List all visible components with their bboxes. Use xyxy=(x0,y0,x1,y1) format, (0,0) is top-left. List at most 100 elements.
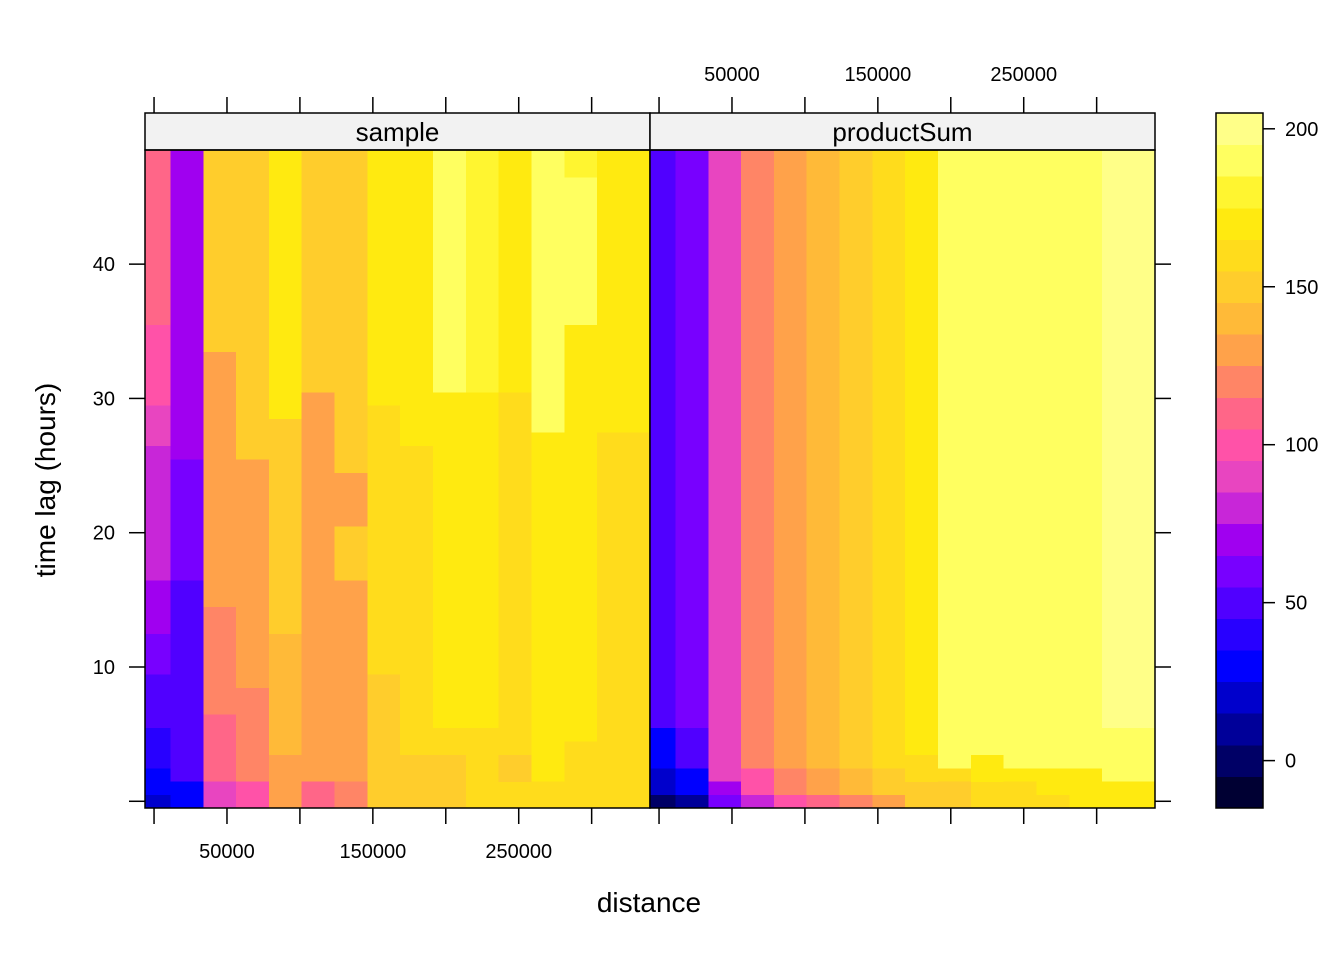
heatmap-cell xyxy=(675,767,709,796)
heatmap-cell xyxy=(301,781,336,809)
heatmap-cell xyxy=(400,445,434,675)
heatmap-cell xyxy=(170,781,204,809)
heatmap-cell xyxy=(334,633,368,782)
heatmap-cell xyxy=(741,794,775,809)
heatmap-cell xyxy=(145,445,172,514)
heatmap-cell xyxy=(236,150,270,460)
heatmap-cell xyxy=(203,150,237,353)
heatmap-cell xyxy=(203,714,237,782)
heatmap-cell xyxy=(334,526,368,581)
color-legend: 0 50 100 150 200 xyxy=(1215,112,1318,809)
heatmap-cell xyxy=(498,391,533,755)
heatmap-cell xyxy=(905,150,939,755)
heatmap-cell xyxy=(1036,767,1070,796)
panels: sample productSum xyxy=(144,112,1156,809)
strip-productSum xyxy=(649,112,1156,151)
heatmap-cell xyxy=(1102,150,1156,729)
strip-sample xyxy=(144,112,651,151)
heatmap-cell xyxy=(268,418,303,635)
heatmap-cell xyxy=(531,781,565,809)
heatmap-cell xyxy=(938,150,972,769)
legend-swatch xyxy=(1216,492,1263,525)
heatmap-cell xyxy=(465,727,500,755)
heatmap-cell xyxy=(675,794,709,809)
heatmap-cell xyxy=(531,432,565,782)
legend-swatch xyxy=(1216,681,1263,714)
heatmap-cell xyxy=(1036,794,1070,809)
heatmap-cell xyxy=(145,579,172,635)
heatmap-cell xyxy=(938,767,972,782)
heatmap-cell xyxy=(170,714,204,782)
heatmap-cell xyxy=(203,781,237,809)
heatmap-cell xyxy=(498,781,533,809)
legend-swatch xyxy=(1216,428,1263,461)
heatmap-cell xyxy=(170,458,204,514)
y-tick-label: 40 xyxy=(93,254,115,276)
heatmap-cell xyxy=(872,150,906,769)
heatmap-cell xyxy=(564,150,598,178)
heatmap-cell xyxy=(465,150,500,393)
heatmap-cell xyxy=(806,794,841,809)
panel-sample: sample xyxy=(144,112,651,809)
legend-tick-label: 50 xyxy=(1285,593,1307,615)
legend-swatch xyxy=(1216,365,1263,398)
legend-tick-label: 0 xyxy=(1285,751,1296,773)
strip-label-sample: sample xyxy=(356,117,440,147)
heatmap-cell xyxy=(400,150,434,447)
x-axis-title: distance xyxy=(597,887,701,918)
heatmap-cell xyxy=(170,150,204,460)
y-tick-label: 30 xyxy=(93,388,115,410)
heatmap-cell xyxy=(564,176,598,326)
heatmap-cell xyxy=(1003,150,1038,769)
heatmap-cell xyxy=(773,794,808,809)
heatmap-cell xyxy=(145,727,172,769)
legend-swatch xyxy=(1216,397,1263,430)
x-tick-label: 150000 xyxy=(339,841,406,863)
heatmap-cell xyxy=(806,150,841,769)
heatmap-cell xyxy=(970,781,1005,809)
legend-swatch xyxy=(1216,744,1263,777)
heatmap-cell xyxy=(839,150,873,769)
heatmap-cell xyxy=(301,633,336,782)
heatmap-cell xyxy=(203,606,237,715)
legend-swatch xyxy=(1216,555,1263,588)
heatmap-cell xyxy=(433,150,467,393)
heatmap-cell xyxy=(400,754,434,809)
legend-border xyxy=(1215,112,1264,809)
x-tick-label: 50000 xyxy=(704,64,760,86)
legend-tick-label: 200 xyxy=(1285,119,1318,141)
heatmap-cell xyxy=(531,150,565,433)
heatmap-cell xyxy=(433,727,467,755)
heatmap-cell xyxy=(597,754,651,782)
heatmap-cell xyxy=(301,150,336,393)
legend-swatch xyxy=(1216,460,1263,493)
heatmap-cell xyxy=(145,512,172,581)
heatmap-cell xyxy=(597,781,651,809)
heatmap-cell xyxy=(1102,727,1156,782)
heatmap-cell xyxy=(236,458,270,688)
heatmap-cell xyxy=(145,324,172,406)
heatmap-cell xyxy=(334,472,368,527)
x-tick-label: 150000 xyxy=(844,64,911,86)
y-axis-title: time lag (hours) xyxy=(30,383,61,578)
legend-swatch xyxy=(1216,302,1263,335)
heatmap-cell xyxy=(1069,150,1103,769)
heatmap-cell xyxy=(839,794,873,809)
heatmap-cell xyxy=(236,781,270,809)
heatmap-cell xyxy=(741,767,775,796)
heatmap-cell xyxy=(334,150,368,473)
heatmap-cell xyxy=(806,767,841,796)
panel-productSum: productSum xyxy=(649,112,1156,809)
heatmap-cell xyxy=(367,150,401,406)
heatmap-cell xyxy=(564,324,598,742)
heatmap-cell xyxy=(675,150,709,729)
heatmap-cell xyxy=(650,150,677,729)
legend-swatch xyxy=(1216,713,1263,746)
legend-swatch xyxy=(1216,144,1263,177)
heatmap-cell xyxy=(773,767,808,796)
y-tick-label: 10 xyxy=(93,657,115,679)
heatmap-cell xyxy=(145,150,172,326)
heatmap-cell xyxy=(145,794,172,809)
heatmap-cell xyxy=(872,767,906,796)
